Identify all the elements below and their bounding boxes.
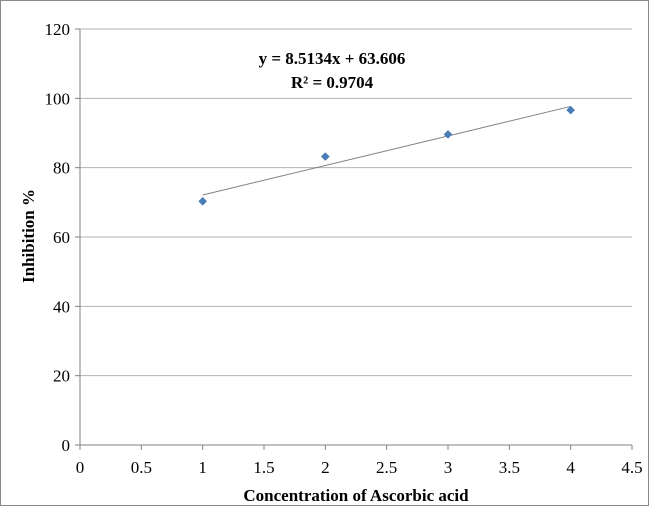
x-tick-label: 1.5 <box>253 458 274 477</box>
x-tick-label: 0.5 <box>131 458 152 477</box>
x-tick-label: 0 <box>76 458 85 477</box>
x-tick-label: 1 <box>198 458 207 477</box>
gridlines <box>80 28 632 377</box>
data-point <box>320 152 330 161</box>
y-tick-label: 0 <box>62 436 71 455</box>
y-axis-title: Inhibition % <box>19 189 38 283</box>
data-points <box>198 105 576 206</box>
data-point <box>566 105 576 115</box>
x-tick-label: 3 <box>444 458 453 477</box>
data-point <box>443 130 453 139</box>
tick-labels: 0 20 40 60 80 100 120 0 0.5 1 1.5 2 2.5 3 3.5 4 4.5 <box>45 20 643 477</box>
trendline-group <box>202 105 571 196</box>
linear-trendline <box>202 105 571 196</box>
trendline-equation: y = 8.5134x + 63.606 <box>259 49 406 68</box>
y-tick-label: 80 <box>53 159 70 178</box>
x-tick-label: 2 <box>321 458 330 477</box>
y-tick-label: 20 <box>53 367 70 386</box>
x-tick-label: 3.5 <box>499 458 520 477</box>
y-tick-label: 100 <box>45 89 71 108</box>
y-tick-label: 40 <box>53 297 70 316</box>
axes <box>75 28 633 450</box>
x-tick-label: 4 <box>566 458 575 477</box>
r-squared-label: R² = 0.9704 <box>291 73 374 92</box>
x-tick-label: 4.5 <box>621 458 642 477</box>
y-tick-label: 60 <box>53 228 70 247</box>
x-axis-title: Concentration of Ascorbic acid <box>243 486 469 505</box>
data-point <box>198 196 208 206</box>
y-tick-label: 120 <box>45 20 71 39</box>
x-tick-label: 2.5 <box>376 458 397 477</box>
